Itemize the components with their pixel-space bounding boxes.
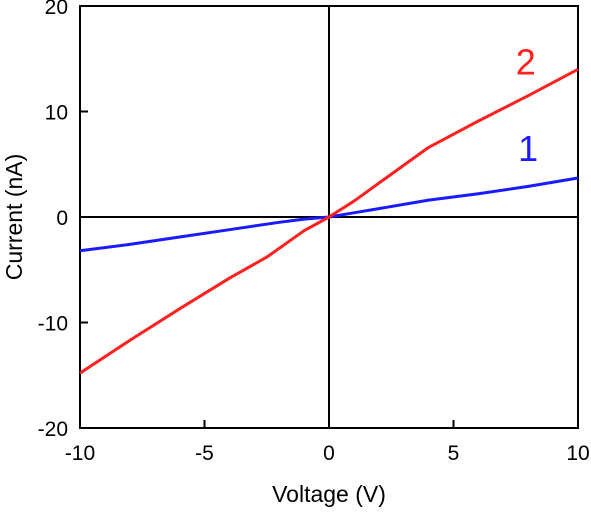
x-tick-label: 5 — [448, 442, 460, 465]
x-tick-label: 10 — [566, 442, 589, 465]
series-label-2: 2 — [516, 42, 536, 83]
y-tick-label: 0 — [56, 207, 68, 230]
x-tick-label: 0 — [323, 442, 335, 465]
series-line-2 — [79, 67, 579, 375]
y-tick-label: 10 — [45, 102, 68, 125]
x-tick-label: -5 — [195, 442, 214, 465]
y-axis-title: Current (nA) — [1, 154, 27, 281]
x-axis-title: Voltage (V) — [272, 481, 386, 507]
y-tick-label: -20 — [38, 418, 68, 441]
y-tick-label: -10 — [38, 313, 68, 336]
y-tick-label: 20 — [45, 0, 68, 19]
series-label-1: 1 — [518, 128, 538, 169]
x-tick-label: -10 — [65, 442, 95, 465]
